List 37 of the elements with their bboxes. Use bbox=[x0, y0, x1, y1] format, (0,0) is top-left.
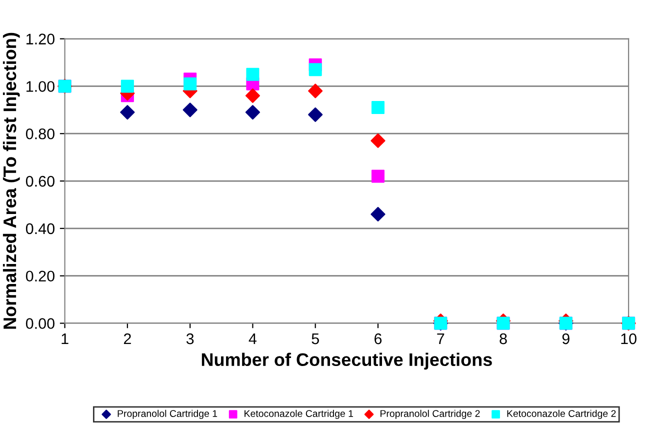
x-tick-label: 9 bbox=[562, 333, 570, 344]
y-tick-label: 0.00 bbox=[26, 318, 54, 329]
legend-label: Ketoconazole Cartridge 1 bbox=[244, 410, 354, 419]
point bbox=[370, 206, 386, 222]
x-tick-label: 10 bbox=[621, 333, 636, 344]
y-tick-label: 0.80 bbox=[26, 128, 54, 140]
x-tick-label: 6 bbox=[374, 333, 382, 344]
point bbox=[371, 101, 385, 114]
point bbox=[308, 63, 322, 76]
point bbox=[120, 104, 135, 120]
y-tick-label: 0.40 bbox=[26, 223, 54, 234]
y-tick-label: 0.20 bbox=[26, 270, 54, 282]
y-axis-title: Normalized Area (To first Injection) bbox=[2, 32, 20, 329]
x-tick-label: 2 bbox=[124, 333, 131, 344]
legend-label: Propranolol Cartridge 2 bbox=[380, 410, 480, 419]
x-axis-title: Number of Consecutive Injections bbox=[202, 352, 492, 370]
x-tick-label: 7 bbox=[437, 334, 444, 344]
point bbox=[182, 102, 198, 118]
x-tick-label: 1 bbox=[62, 334, 68, 344]
point bbox=[370, 133, 386, 148]
point bbox=[308, 107, 323, 122]
legend-label: Ketoconazole Cartridge 2 bbox=[507, 410, 616, 419]
point bbox=[246, 68, 260, 81]
y-tick-label: 1.00 bbox=[26, 81, 54, 92]
x-tick-label: 5 bbox=[312, 334, 319, 344]
point bbox=[371, 170, 385, 183]
point bbox=[308, 84, 323, 98]
point bbox=[120, 80, 134, 93]
legend-label: Propranolol Cartridge 1 bbox=[118, 410, 218, 419]
y-tick-label: 0.60 bbox=[26, 176, 54, 187]
x-tick-label: 4 bbox=[248, 334, 257, 344]
point bbox=[184, 77, 197, 90]
x-tick-label: 8 bbox=[500, 333, 507, 344]
y-tick-label: 1.20 bbox=[26, 34, 54, 44]
x-tick-label: 3 bbox=[186, 333, 194, 344]
point bbox=[245, 88, 260, 103]
point bbox=[245, 104, 260, 120]
